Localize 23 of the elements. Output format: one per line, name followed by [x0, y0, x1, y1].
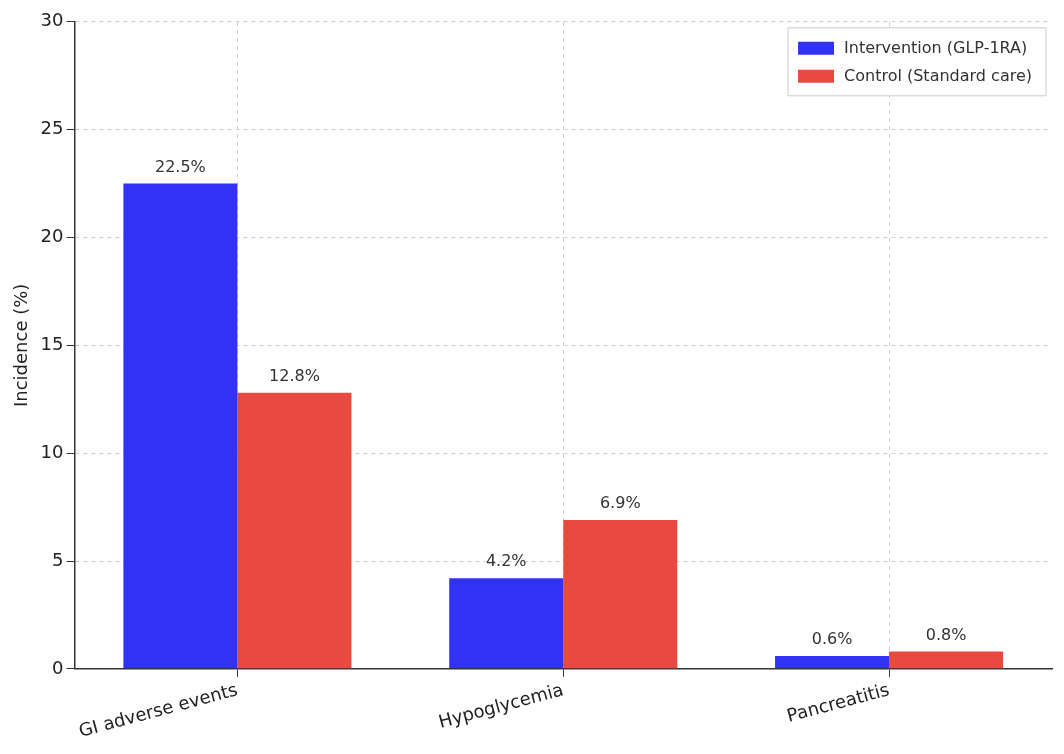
- data-label: 4.2%: [485, 551, 527, 571]
- legend-label: Intervention (GLP-1RA): [844, 37, 1028, 57]
- y-tick-label: 0: [52, 656, 64, 678]
- data-label: 12.8%: [269, 365, 320, 385]
- bar: [237, 392, 352, 669]
- bar: [123, 183, 238, 669]
- y-tick-label: 15: [40, 333, 64, 354]
- x-tick-label: GI adverse events: [76, 678, 240, 741]
- data-label: 0.6%: [811, 629, 853, 649]
- y-tick-label: 25: [40, 117, 64, 139]
- y-axis-title: Incidence (%): [10, 283, 32, 408]
- bar: [449, 578, 564, 669]
- data-label: 0.8%: [925, 624, 967, 644]
- bar: [563, 520, 678, 669]
- y-tick-label: 30: [40, 9, 64, 31]
- data-label: 22.5%: [154, 156, 206, 176]
- bar: [775, 655, 890, 669]
- legend-label: Control (Standard care): [844, 65, 1032, 85]
- y-tick-label: 10: [40, 440, 64, 462]
- y-tick-label: 5: [52, 548, 64, 570]
- bar: [889, 651, 1004, 669]
- y-tick-label: 20: [40, 225, 64, 247]
- data-label: 6.9%: [599, 493, 641, 513]
